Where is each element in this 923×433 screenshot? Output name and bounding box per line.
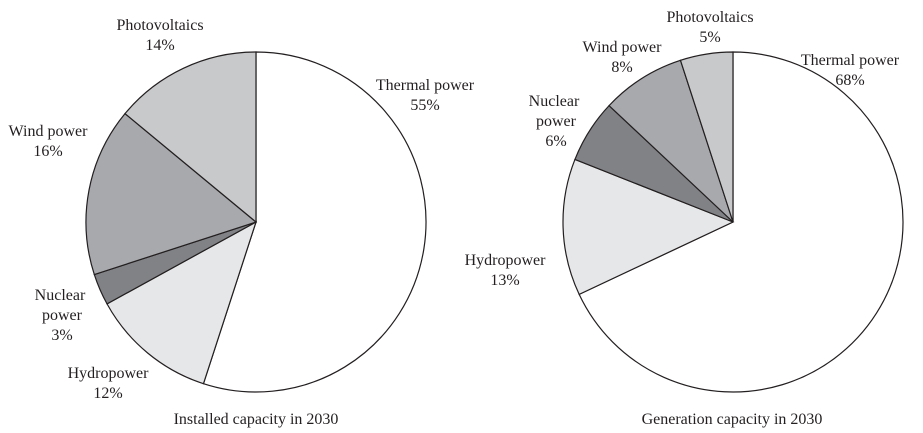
slice-value-label: 16% bbox=[33, 143, 62, 160]
slice-label: Photovoltaics bbox=[666, 9, 753, 26]
slice-label: Nuclear power bbox=[529, 93, 584, 130]
chart-title: Installed capacity in 2030 bbox=[174, 411, 339, 428]
pie-slice bbox=[562, 158, 735, 296]
pie-slice bbox=[106, 220, 258, 385]
slice-label: Thermal power bbox=[376, 77, 475, 94]
slice-label: Nuclear power bbox=[35, 287, 90, 324]
pie-slice bbox=[679, 51, 734, 223]
pie-slice bbox=[578, 51, 904, 393]
slice-label: Wind power bbox=[9, 123, 89, 140]
slice-value-label: 12% bbox=[93, 385, 122, 402]
chart-title: Generation capacity in 2030 bbox=[642, 411, 823, 428]
slice-label: Hydropower bbox=[465, 252, 547, 269]
slice-value-label: 13% bbox=[490, 272, 519, 289]
slice-value-label: 3% bbox=[51, 327, 72, 344]
slice-label: Thermal power bbox=[801, 52, 900, 69]
slice-value-label: 14% bbox=[145, 37, 174, 54]
slice-value-label: 5% bbox=[699, 29, 720, 46]
pie-slice bbox=[85, 112, 258, 276]
slice-label: Photovoltaics bbox=[116, 17, 203, 34]
slice-value-label: 8% bbox=[611, 59, 632, 76]
slice-value-label: 55% bbox=[410, 97, 439, 114]
pie-slice bbox=[202, 51, 427, 393]
slice-value-label: 68% bbox=[835, 72, 864, 89]
slice-label: Wind power bbox=[583, 39, 663, 56]
slice-label: Hydropower bbox=[68, 365, 150, 382]
slice-value-label: 6% bbox=[545, 133, 566, 150]
pie-slice bbox=[124, 51, 257, 224]
